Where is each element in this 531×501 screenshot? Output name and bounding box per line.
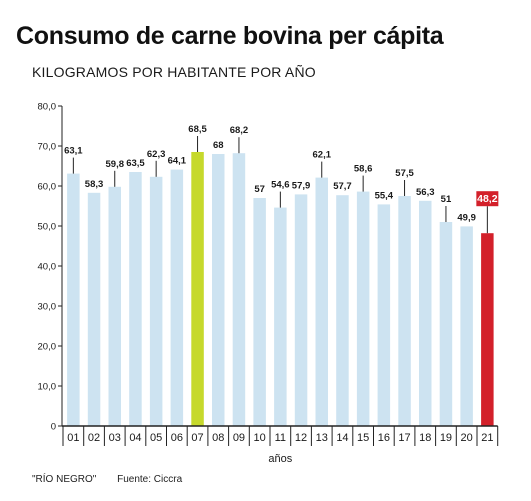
x-tick-label: 10 — [254, 432, 266, 444]
x-axis-label: años — [268, 453, 292, 465]
x-tick-label: 17 — [398, 432, 410, 444]
bar — [67, 173, 80, 426]
bar — [315, 177, 328, 426]
bar — [87, 192, 101, 426]
bar — [274, 207, 287, 426]
y-tick-label: 60,0 — [38, 182, 57, 193]
y-tick-label: 20,0 — [38, 342, 57, 353]
value-label: 56,3 — [416, 187, 435, 198]
x-tick-label: 20 — [461, 432, 473, 444]
value-label: 63,5 — [126, 158, 145, 169]
value-label: 57 — [254, 184, 265, 195]
bar — [377, 204, 391, 426]
y-tick-label: 80,0 — [38, 102, 57, 113]
value-label: 59,8 — [106, 159, 125, 170]
value-label: 68 — [213, 140, 224, 151]
bar-chart: 0 10,0 20,0 30,0 40,0 50,0 60,0 70,0 80,0 63,1 58,… — [38, 102, 499, 465]
value-label: 49,9 — [457, 212, 476, 223]
x-tick-label: 15 — [357, 432, 369, 444]
bar — [191, 152, 204, 426]
value-label: 57,7 — [333, 181, 352, 192]
x-tick-label: 07 — [191, 432, 203, 444]
y-tick-label: 50,0 — [38, 222, 57, 233]
footer-outlet: "RÍO NEGRO" — [32, 474, 97, 485]
y-tick-label: 0 — [51, 422, 56, 433]
x-tick-label: 08 — [212, 432, 224, 444]
x-tick-label: 09 — [233, 432, 245, 444]
bar — [419, 200, 432, 426]
chart-subtitle: KILOGRAMOS POR HABITANTE POR AÑO — [32, 64, 316, 80]
value-label: 68,5 — [188, 124, 207, 135]
bar — [149, 176, 163, 426]
y-tick-label: 10,0 — [38, 382, 57, 393]
bar — [294, 194, 308, 426]
value-label: 57,5 — [395, 168, 414, 179]
value-label: 54,6 — [271, 180, 290, 191]
value-label: 62,3 — [147, 149, 166, 160]
bar — [129, 172, 142, 426]
x-tick-label: 04 — [129, 432, 141, 444]
bar — [253, 198, 266, 426]
bar — [439, 222, 453, 426]
x-tick-label: 05 — [150, 432, 162, 444]
value-label: 48,2 — [477, 193, 498, 205]
bar — [398, 196, 411, 426]
x-tick-label: 21 — [481, 432, 493, 444]
footer: "RÍO NEGRO" Fuente: Ciccra — [32, 474, 182, 485]
x-tick-label: 16 — [378, 432, 390, 444]
x-tick-label: 13 — [316, 432, 328, 444]
chart-title: Consumo de carne bovina per cápita — [16, 22, 444, 50]
value-label: 63,1 — [64, 146, 83, 157]
y-tick-label: 30,0 — [38, 302, 57, 313]
x-tick-label: 02 — [88, 432, 100, 444]
x-tick-label: 19 — [440, 432, 452, 444]
value-label-badge — [476, 191, 499, 207]
x-tick-label: 14 — [336, 432, 348, 444]
bar — [356, 191, 370, 426]
bar — [212, 154, 225, 426]
value-label: 58,6 — [354, 164, 373, 175]
bar — [481, 233, 494, 426]
y-tick-label: 70,0 — [38, 142, 57, 153]
bar — [108, 186, 121, 426]
x-tick-label: 12 — [295, 432, 307, 444]
value-label: 55,4 — [375, 190, 394, 201]
x-tick-label: 03 — [109, 432, 121, 444]
x-tick-label: 01 — [67, 432, 79, 444]
value-label: 68,2 — [230, 125, 249, 136]
value-label: 58,3 — [85, 179, 104, 190]
bar — [460, 226, 473, 426]
bar — [232, 153, 246, 426]
value-label: 64,1 — [168, 156, 187, 167]
x-tick-label: 06 — [171, 432, 183, 444]
x-tick-label: 18 — [419, 432, 431, 444]
footer-source: Fuente: Ciccra — [117, 474, 183, 485]
y-tick-label: 40,0 — [38, 262, 57, 273]
bar — [336, 195, 349, 426]
bar — [170, 169, 184, 426]
value-label: 62,1 — [313, 150, 332, 161]
x-tick-label: 11 — [275, 432, 286, 444]
value-label: 57,9 — [292, 180, 311, 191]
value-label: 51 — [441, 194, 452, 205]
